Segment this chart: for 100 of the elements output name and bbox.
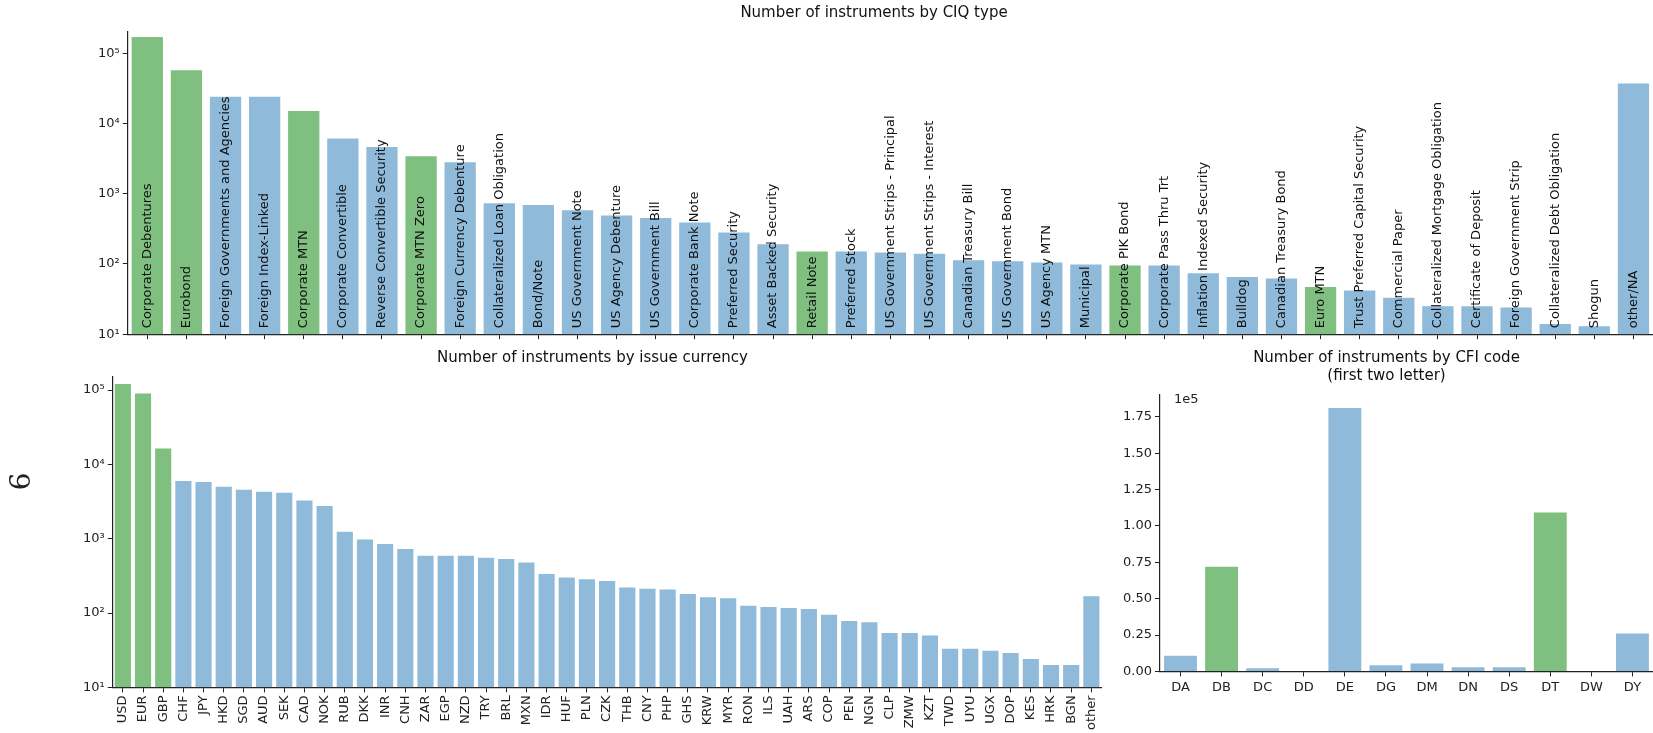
- category-label: Retail Note: [803, 256, 819, 329]
- category-label: Collateralized Loan Obligation: [490, 133, 506, 329]
- x-tick-label: DS: [1500, 678, 1519, 694]
- bar: [1328, 408, 1362, 671]
- x-tick-label: DA: [1171, 678, 1190, 694]
- y-tick-label: 0.75: [1122, 553, 1152, 569]
- y-tick-label: 10⁵: [82, 381, 105, 397]
- x-tick-label: PHP: [659, 695, 674, 721]
- x-tick-label: DC: [1253, 678, 1273, 694]
- y-tick-label: 0.00: [1122, 662, 1152, 678]
- bar: [1369, 665, 1403, 671]
- y-tick-label: 10⁴: [97, 114, 120, 130]
- x-tick-label: KES: [1022, 695, 1038, 721]
- x-tick-label: HRK: [1042, 694, 1058, 723]
- y-tick-label: 10²: [82, 604, 105, 620]
- x-tick-label: CHF: [174, 695, 190, 722]
- y-tick-label: 0.25: [1122, 626, 1152, 642]
- y-tick-label: 1.25: [1122, 480, 1152, 496]
- x-tick-label: IDR: [537, 695, 553, 719]
- bar: [1492, 667, 1526, 671]
- y-tick-label: 1.50: [1122, 444, 1152, 460]
- x-tick-label: HUF: [558, 695, 574, 723]
- x-tick-label: RON: [739, 695, 755, 725]
- category-label: Corporate Bank Note: [686, 191, 702, 329]
- x-tick-label: UGX: [981, 695, 997, 724]
- category-label: Canadian Treasury Bond: [1272, 170, 1288, 329]
- x-tick-label: DW: [1579, 678, 1603, 694]
- annotation: 1e5: [1174, 391, 1199, 406]
- category-label: Bulldog: [1233, 279, 1249, 329]
- x-tick-label: NZD: [457, 695, 473, 725]
- y-tick-label: 10¹: [97, 325, 120, 341]
- x-tick-label: BRL: [497, 694, 513, 721]
- category-label: Corporate Pass Thru Trt: [1155, 175, 1171, 329]
- category-label: Foreign Government Strip: [1507, 160, 1523, 329]
- x-tick-label: KRW: [699, 695, 715, 726]
- category-label: Foreign Currency Debenture: [451, 144, 467, 329]
- x-tick-label: USD: [114, 695, 130, 724]
- category-label: US Government Bill: [647, 201, 663, 329]
- category-label: Reverse Convertible Security: [373, 139, 389, 329]
- x-tick-label: EUR: [134, 695, 150, 723]
- category-label: Corporate Debentures: [138, 183, 154, 329]
- x-tick-label: MXN: [517, 695, 533, 726]
- category-label: Commercial Paper: [1390, 209, 1406, 329]
- x-tick-label: INR: [376, 695, 392, 718]
- x-tick-label: SEK: [275, 694, 291, 721]
- x-tick-label: CNY: [638, 695, 654, 723]
- category-label: Eurobond: [177, 266, 193, 329]
- category-label: US Agency Debenture: [607, 185, 623, 329]
- x-tick-label: KZT: [921, 695, 937, 721]
- category-label: Shogun: [1585, 279, 1601, 329]
- category-label: other/NA: [1624, 270, 1640, 329]
- y-tick-label: 10¹: [82, 678, 105, 694]
- x-tick-label: UYU: [961, 695, 977, 723]
- x-tick-label: CAD: [295, 695, 311, 724]
- category-label: Inflation Indexed Security: [1194, 161, 1210, 329]
- y-tick-label: 10⁴: [82, 455, 105, 471]
- x-tick-label: DT: [1541, 678, 1560, 694]
- x-tick-label: PLN: [578, 695, 594, 721]
- category-label: US Government Bond: [999, 187, 1015, 329]
- x-tick-label: ARS: [800, 695, 816, 722]
- category-label: Foreign Governments and Agencies: [216, 96, 232, 329]
- x-tick-label: GBP: [154, 695, 170, 723]
- category-label: US Government Strips - Principal: [881, 115, 897, 329]
- category-label: Collateralized Debt Obligation: [1546, 132, 1562, 329]
- category-label: Municipal: [1077, 266, 1093, 329]
- x-tick-label: DOP: [1002, 695, 1018, 724]
- y-tick-label: 10³: [82, 530, 105, 546]
- category-label: Collateralized Mortgage Obligation: [1429, 102, 1445, 329]
- x-tick-label: CLP: [880, 695, 896, 720]
- category-label: Preferred Security: [725, 211, 741, 329]
- x-tick-label: CNH: [396, 695, 412, 724]
- x-tick-label: DG: [1375, 678, 1396, 694]
- x-tick-label: SGD: [235, 695, 251, 724]
- x-tick-label: HKD: [215, 695, 231, 724]
- x-tick-label: DN: [1458, 678, 1478, 694]
- category-label: Preferred Stock: [842, 228, 858, 329]
- category-label: Corporate MTN: [295, 230, 311, 329]
- bar: [1451, 667, 1485, 671]
- x-tick-label: NGN: [860, 695, 876, 725]
- x-tick-label: DM: [1416, 678, 1438, 694]
- x-tick-label: RUB: [336, 695, 352, 723]
- chart-title: Number of instruments by issue currency: [437, 347, 749, 366]
- bar: [1410, 663, 1444, 671]
- x-tick-label: DB: [1212, 678, 1232, 694]
- x-tick-label: ZAR: [416, 695, 432, 723]
- category-label: US Government Strips - Interest: [920, 120, 936, 329]
- x-tick-label: COP: [820, 695, 836, 723]
- bar: [1164, 655, 1197, 671]
- category-label: Corporate MTN Zero: [412, 196, 428, 329]
- x-tick-label: DY: [1623, 678, 1642, 694]
- x-tick-label: PEN: [840, 695, 856, 722]
- text: 9: [2, 472, 36, 491]
- x-tick-label: THB: [618, 695, 634, 724]
- x-tick-label: UAH: [780, 695, 796, 724]
- category-label: Asset Backed Security: [764, 183, 780, 329]
- x-tick-label: EGP: [437, 695, 453, 722]
- x-tick-label: NOK: [315, 694, 331, 724]
- x-tick-label: DD: [1293, 678, 1314, 694]
- category-label: Bond/Note: [529, 259, 545, 329]
- category-label: Euro MTN: [1311, 265, 1327, 329]
